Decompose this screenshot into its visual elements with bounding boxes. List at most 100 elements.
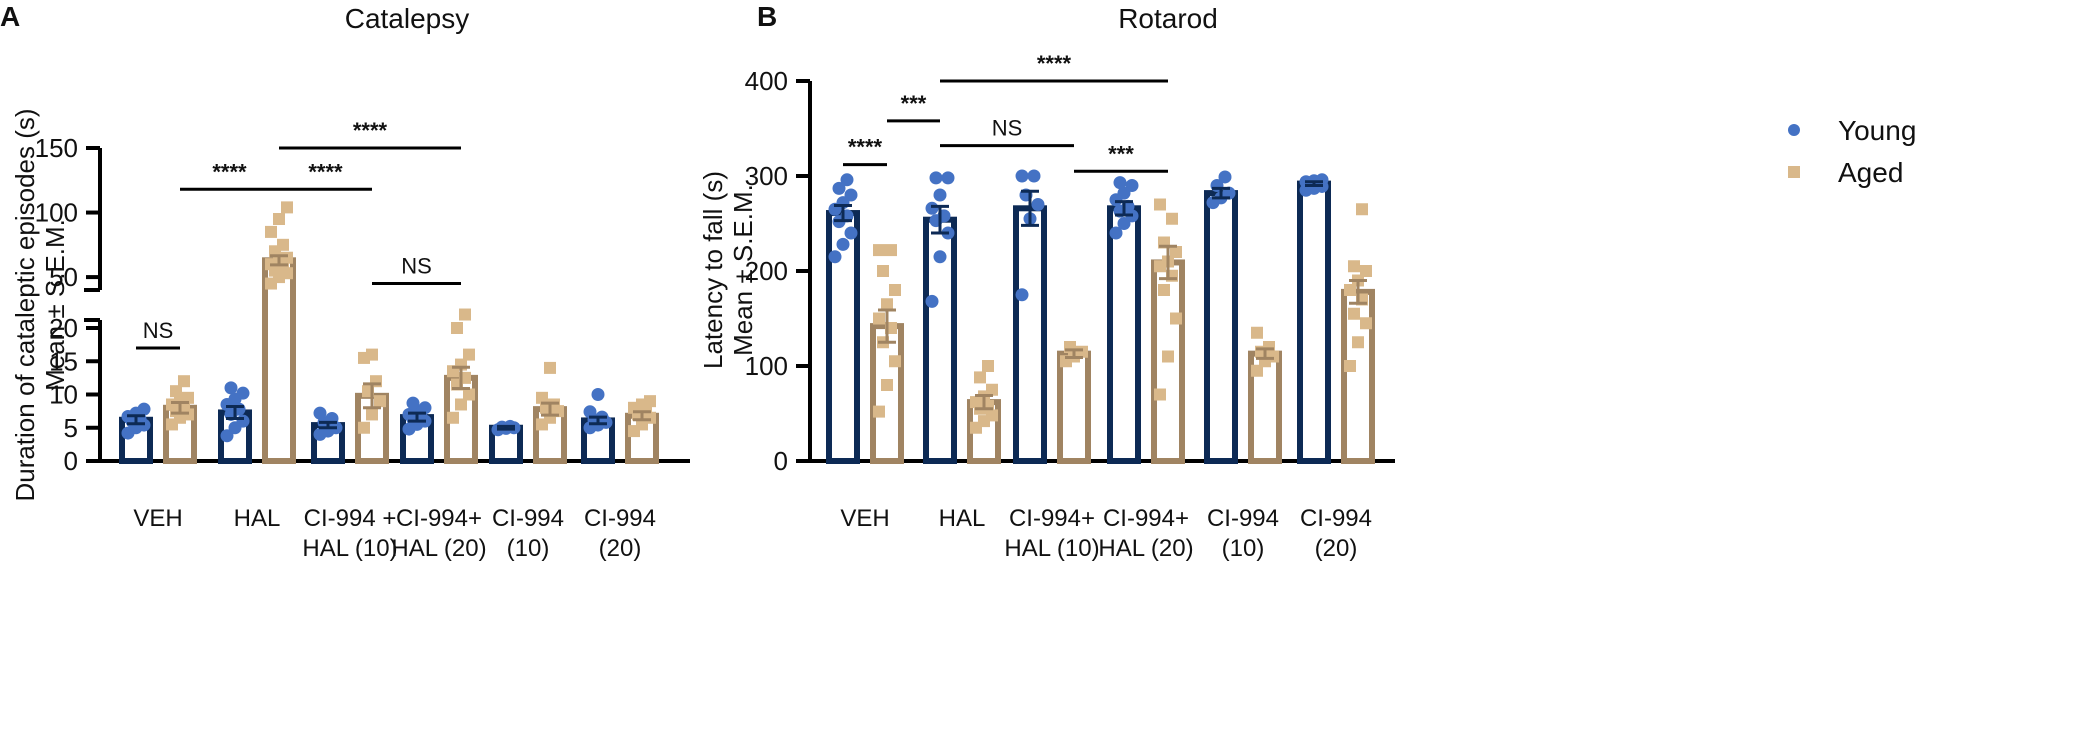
data-point-aged (974, 371, 986, 384)
data-point-aged (1348, 307, 1360, 320)
panel-a-y-label-line1: Duration of cataleptic episodes (s) (10, 108, 40, 501)
data-point-young (137, 402, 151, 416)
panel-a-significance: NS **** **** **** NS (136, 118, 461, 350)
panel-b-title: Rotarod (1118, 3, 1218, 34)
category-label-ci994-hal10: CI-994+ HAL (10) (1004, 505, 1099, 562)
data-point-young (1218, 170, 1232, 184)
y-tick-label: 5 (64, 413, 78, 443)
panel-b-rotarod-chart: B Rotarod Latency to fall (s) Mean ± S.E… (698, 1, 1395, 562)
data-point-young (1109, 226, 1123, 240)
panel-a-bars (119, 257, 659, 465)
panel-a-error-bars (127, 254, 651, 431)
data-point-aged (986, 383, 998, 396)
y-tick-label: 0 (64, 446, 78, 476)
data-point-aged (182, 391, 194, 404)
data-point-aged (269, 245, 281, 258)
panel-a-catalepsy-chart: A Catalepsy Duration of cataleptic episo… (0, 1, 690, 562)
significance-label: *** (1108, 141, 1134, 166)
data-point-aged (1356, 203, 1368, 216)
data-point-young (1113, 176, 1127, 190)
data-point-aged (281, 251, 293, 264)
category-label-hal: HAL (939, 505, 986, 532)
significance-label: **** (1037, 51, 1072, 76)
legend-aged-marker (1788, 166, 1800, 178)
category-label-ci994-20: CI-994 (20) (1300, 505, 1372, 562)
data-point-aged (1348, 260, 1360, 273)
data-point-young (1031, 198, 1045, 211)
data-point-aged (1344, 284, 1356, 296)
y-tick-label: 200 (745, 256, 788, 286)
data-point-young (925, 294, 939, 308)
panel-b-category-labels: VEH HAL CI-994+ HAL (10)CI-994+ HAL (20) CI-9… (840, 505, 1372, 562)
y-tick-label: 20 (49, 313, 78, 343)
data-point-aged (881, 379, 893, 391)
data-point-aged (885, 244, 897, 257)
y-tick-label: 100 (35, 198, 78, 228)
panel-a-y-label-line2: Mean ± S.E.M. (40, 219, 70, 391)
data-point-aged (881, 298, 893, 311)
data-point-young (236, 414, 250, 428)
panel-a-y-label: Duration of cataleptic episodes (s) Mean… (10, 108, 70, 501)
category-label-ci994-10: CI-994 (10) (492, 505, 564, 562)
significance-label: **** (848, 135, 883, 160)
data-point-young (925, 201, 939, 215)
category-label-ci994-hal20: CI-994+ HAL (20) (1098, 505, 1193, 562)
panel-b-y-label-line2: Mean ± S.E.M. (728, 184, 758, 356)
data-point-young (1015, 169, 1029, 183)
panel-b-letter: B (757, 1, 777, 32)
legend-aged-label: Aged (1838, 157, 1903, 188)
data-point-young (933, 188, 947, 202)
data-point-aged (1251, 364, 1263, 377)
y-tick-label: 10 (49, 380, 78, 410)
y-tick-label: 300 (745, 161, 788, 191)
data-point-aged (277, 238, 289, 251)
data-point-young (224, 381, 238, 395)
y-tick-label: 15 (49, 346, 78, 376)
data-point-aged (366, 408, 378, 421)
data-point-aged (178, 375, 190, 388)
data-point-young (1015, 288, 1029, 302)
data-point-young (1125, 179, 1139, 192)
significance-label: *** (901, 91, 927, 116)
bar-hal-aged (262, 257, 296, 464)
data-point-aged (366, 348, 378, 361)
category-label-veh: VEH (840, 505, 889, 532)
category-label-hal: HAL (234, 505, 281, 532)
data-point-aged (1360, 265, 1372, 277)
data-point-young (1027, 169, 1041, 183)
data-point-aged (170, 385, 182, 398)
data-point-young (929, 171, 943, 185)
data-point-young (418, 401, 432, 415)
data-point-aged (1158, 284, 1170, 296)
data-point-young (933, 250, 947, 264)
data-point-aged (877, 265, 889, 277)
category-label-ci994-hal10: CI-994 + HAL (10) (302, 505, 397, 562)
data-point-aged (1154, 198, 1166, 211)
data-point-aged (1251, 326, 1263, 339)
data-point-aged (1352, 336, 1364, 349)
data-point-aged (459, 308, 471, 321)
data-point-young (236, 386, 250, 400)
category-label-ci994-20: CI-994 (20) (584, 505, 656, 562)
panel-b-y-label-line1: Latency to fall (s) (698, 171, 728, 369)
panel-a-letter: A (0, 1, 20, 32)
data-point-aged (1166, 212, 1178, 225)
data-point-aged (1170, 246, 1182, 258)
data-point-aged (536, 391, 548, 404)
data-point-aged (1344, 360, 1356, 372)
data-point-aged (889, 355, 901, 368)
data-point-aged (463, 388, 475, 401)
data-point-aged (544, 361, 556, 374)
legend-young-marker (1788, 124, 1800, 136)
data-point-aged (889, 284, 901, 296)
data-point-aged (873, 312, 885, 325)
data-point-aged (873, 405, 885, 418)
panel-a-title: Catalepsy (345, 3, 470, 34)
data-point-young (313, 406, 327, 420)
significance-label: **** (353, 118, 388, 143)
data-point-aged (644, 395, 656, 408)
data-point-aged (281, 201, 293, 214)
data-point-young (406, 396, 420, 410)
